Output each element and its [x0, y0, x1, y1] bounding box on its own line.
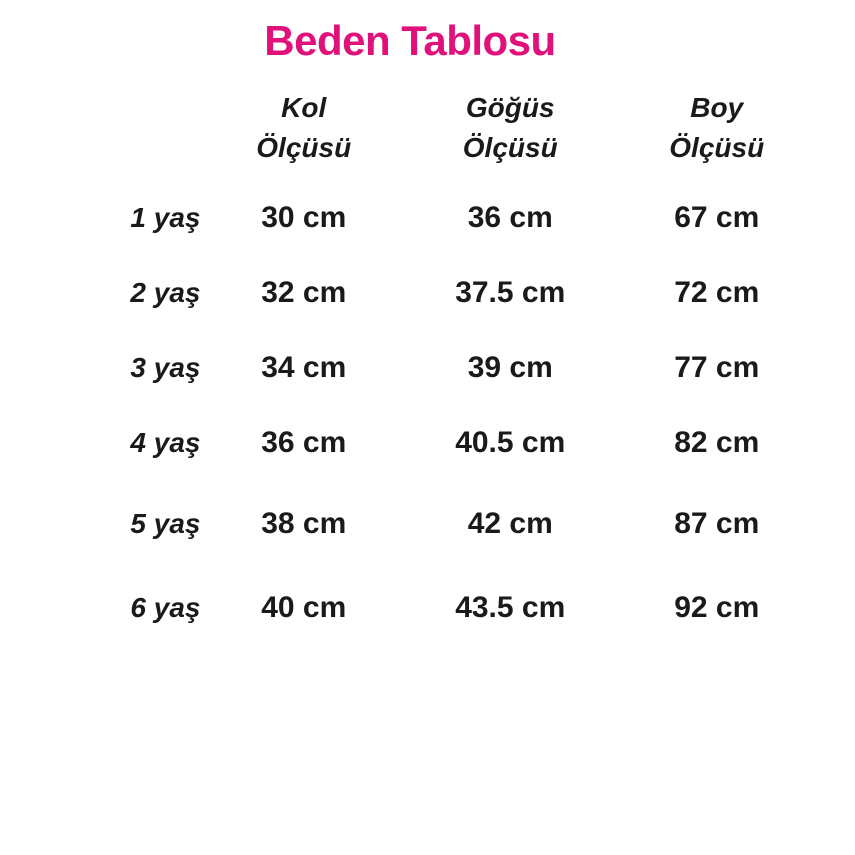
table-row: 5 yaş 38 cm 42 cm 87 cm	[0, 480, 820, 568]
column-header-kol-line2: Ölçüsü	[256, 132, 352, 164]
column-header-boy-line1: Boy	[690, 92, 744, 123]
cell-gogus: 42 cm	[467, 507, 553, 540]
column-header-kol-line1: Kol	[281, 92, 327, 123]
table-row: 6 yaş 40 cm 43.5 cm 92 cm	[0, 568, 820, 648]
page-title: Beden Tablosu	[264, 17, 556, 64]
column-header-boy-line2: Ölçüsü	[669, 132, 765, 164]
cell-boy: 92 cm	[674, 591, 760, 624]
table-row: 4 yaş 36 cm 40.5 cm 82 cm	[0, 405, 820, 480]
cell-kol: 40 cm	[261, 591, 347, 624]
corner-cell	[0, 88, 200, 180]
column-header-gogus-line2: Ölçüsü	[462, 132, 558, 164]
row-label-age: 3 yaş	[130, 351, 201, 383]
column-header-kol-text: Kol Ölçüsü	[200, 88, 407, 169]
cell-kol: 38 cm	[261, 507, 347, 540]
column-header-boy: Boy Ölçüsü	[613, 88, 820, 180]
cell-kol: 32 cm	[261, 275, 347, 309]
row-label-age: 1 yaş	[130, 201, 201, 233]
cell-kol: 34 cm	[261, 350, 347, 384]
table-row: 3 yaş 34 cm 39 cm 77 cm	[0, 330, 820, 405]
row-label-age: 2 yaş	[130, 276, 201, 308]
cell-kol: 36 cm	[261, 425, 347, 459]
cell-boy: 67 cm	[674, 200, 760, 234]
cell-gogus: 36 cm	[467, 200, 553, 234]
column-header-boy-text: Boy Ölçüsü	[613, 88, 820, 169]
cell-boy: 87 cm	[674, 507, 760, 540]
cell-gogus: 39 cm	[467, 350, 553, 384]
row-label-age: 5 yaş	[130, 508, 201, 539]
row-label-age: 4 yaş	[130, 426, 201, 458]
column-header-gogus: Göğüs Ölçüsü	[407, 88, 614, 180]
table-header-row: Kol Ölçüsü Göğüs Ölçüsü Boy Ölçüsü	[0, 88, 820, 180]
table-row: 2 yaş 32 cm 37.5 cm 72 cm	[0, 255, 820, 330]
cell-gogus: 37.5 cm	[455, 275, 566, 309]
cell-kol: 30 cm	[261, 200, 347, 234]
column-header-gogus-line1: Göğüs	[465, 92, 555, 123]
column-header-kol: Kol Ölçüsü	[200, 88, 407, 180]
cell-boy: 82 cm	[674, 425, 760, 459]
cell-gogus: 40.5 cm	[455, 425, 566, 459]
column-header-gogus-text: Göğüs Ölçüsü	[407, 88, 614, 169]
row-label-age: 6 yaş	[130, 592, 201, 623]
cell-boy: 77 cm	[674, 350, 760, 384]
cell-gogus: 43.5 cm	[455, 591, 566, 624]
table-row: 1 yaş 30 cm 36 cm 67 cm	[0, 180, 820, 255]
size-chart-table: Kol Ölçüsü Göğüs Ölçüsü Boy Ölçüsü	[0, 88, 820, 648]
cell-boy: 72 cm	[674, 275, 760, 309]
